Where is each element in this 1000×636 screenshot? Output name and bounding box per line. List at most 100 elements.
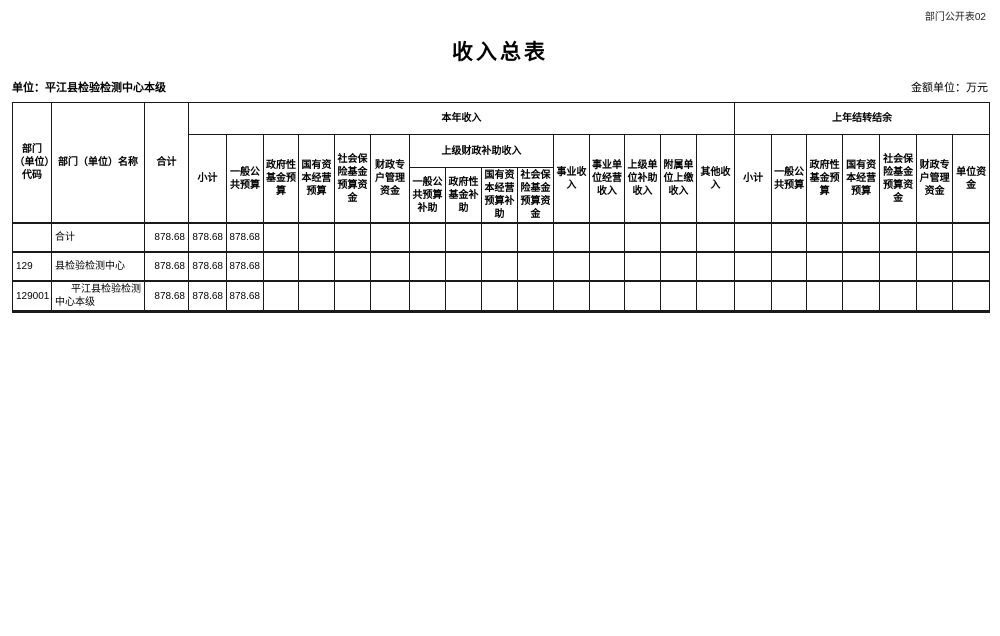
value-cell (952, 222, 991, 253)
value-cell (589, 222, 625, 253)
value-cell: 878.68 (144, 280, 189, 313)
value-cell (660, 251, 697, 282)
value-cell (481, 222, 518, 253)
value-cell (445, 222, 482, 253)
col-header-hl-state-capital-subsidy: 国有资本经营预算补助 (481, 167, 518, 224)
value-cell (916, 251, 954, 282)
value-cell (842, 280, 881, 313)
col-header-cy-subtotal: 小计 (188, 134, 227, 224)
col-header-business-operating-income: 事业单位经营收入 (589, 134, 625, 224)
col-header-py-unit-funds: 单位资金 (952, 134, 991, 224)
value-cell (263, 222, 299, 253)
table-row: 129001 平江县检验检测中心本级 878.68 878.68 878.68 (12, 280, 991, 313)
meta-row: 单位：平江县检验检测中心本级 金额单位：万元 (12, 79, 988, 95)
value-cell (481, 280, 518, 313)
col-header-hl-social-insurance-fund: 社会保险基金预算资金 (517, 167, 554, 224)
col-header-hl-gov-fund-subsidy: 政府性基金补助 (445, 167, 482, 224)
dept-code-cell: 129 (12, 251, 52, 282)
value-cell (481, 251, 518, 282)
value-cell (624, 222, 661, 253)
value-cell: 878.68 (144, 222, 189, 253)
table-row: 合计 878.68 878.68 878.68 (12, 222, 991, 253)
value-cell (842, 251, 881, 282)
value-cell: 878.68 (144, 251, 189, 282)
table-header: 部门（单位）代码 部门（单位）名称 合计 本年收入 上年结转结余 小计 一般公共… (12, 102, 991, 224)
value-cell (806, 222, 844, 253)
value-cell (409, 280, 446, 313)
dept-name-cell: 平江县检验检测中心本级 (51, 280, 145, 313)
value-cell (879, 251, 918, 282)
value-cell (916, 280, 954, 313)
group-header-carryover: 上年结转结余 (734, 102, 991, 135)
value-cell (771, 280, 808, 313)
value-cell (589, 251, 625, 282)
value-cell (879, 280, 918, 313)
header-row-2: 小计 一般公共预算 政府性基金预算 国有资本经营预算 社会保险基金预算资金 财政… (13, 134, 991, 224)
value-cell (263, 280, 299, 313)
value-cell (879, 222, 918, 253)
col-header-py-gov-fund-budget: 政府性基金预算 (806, 134, 844, 224)
header-row-1: 部门（单位）代码 部门（单位）名称 合计 本年收入 上年结转结余 (12, 102, 991, 224)
value-cell (334, 251, 371, 282)
col-header-dept-name: 部门（单位）名称 (51, 102, 145, 224)
income-summary-table: 部门（单位）代码 部门（单位）名称 合计 本年收入 上年结转结余 小计 一般公共… (12, 102, 991, 313)
group-header-current-year-income: 本年收入 (187, 102, 736, 135)
value-cell (771, 222, 808, 253)
dept-code-cell (12, 222, 52, 253)
value-cell (695, 280, 736, 313)
col-header-affiliated-unit-paid-income: 附属单位上缴收入 (660, 134, 697, 224)
dept-name-cell: 县检验检测中心 (51, 251, 145, 282)
col-header-cy-general-public-budget: 一般公共预算 (226, 134, 264, 224)
col-header-cy-social-insurance-fund: 社会保险基金预算资金 (334, 134, 371, 224)
value-cell (517, 251, 554, 282)
value-cell (298, 222, 335, 253)
value-cell (445, 280, 482, 313)
value-cell (409, 222, 446, 253)
value-cell (517, 280, 554, 313)
table-body: 合计 878.68 878.68 878.68 129 县检验检测中心 878.68 878.… (12, 222, 991, 313)
value-cell (734, 222, 773, 253)
header-row-3: 一般公共预算补助 政府性基金补助 国有资本经营预算补助 社会保险基金预算资金 (13, 167, 990, 224)
amount-unit-label: 金额单位：万元 (911, 82, 988, 94)
col-header-py-fiscal-special-account: 财政专户管理资金 (916, 134, 954, 224)
col-header-py-subtotal: 小计 (734, 134, 773, 224)
value-cell (842, 222, 881, 253)
value-cell (370, 222, 410, 253)
value-cell (334, 222, 371, 253)
value-cell: 878.68 (226, 280, 264, 313)
value-cell (298, 251, 335, 282)
value-cell (370, 251, 410, 282)
value-cell: 878.68 (188, 280, 227, 313)
value-cell (553, 280, 590, 313)
value-cell (624, 251, 661, 282)
value-cell: 878.68 (226, 222, 264, 253)
value-cell (445, 251, 482, 282)
value-cell (517, 222, 554, 253)
value-cell (660, 222, 697, 253)
value-cell (734, 280, 773, 313)
value-cell (370, 280, 410, 313)
value-cell (298, 280, 335, 313)
col-header-py-social-insurance-fund: 社会保险基金预算资金 (879, 134, 918, 224)
unit-label: 单位：平江县检验检测中心本级 (12, 82, 166, 94)
value-cell (695, 222, 736, 253)
value-cell (952, 280, 991, 313)
col-header-cy-gov-fund-budget: 政府性基金预算 (263, 134, 299, 224)
col-header-py-general-public-budget: 一般公共预算 (771, 134, 808, 224)
value-cell (806, 251, 844, 282)
table-row: 129 县检验检测中心 878.68 878.68 878.68 (12, 251, 991, 282)
group-header-higher-level-subsidy: 上级财政补助收入 (409, 134, 554, 168)
value-cell (806, 280, 844, 313)
value-cell (409, 251, 446, 282)
col-header-cy-fiscal-special-account: 财政专户管理资金 (370, 134, 410, 224)
value-cell (334, 280, 371, 313)
value-cell (553, 222, 590, 253)
col-header-other-income: 其他收入 (695, 134, 736, 224)
value-cell (916, 222, 954, 253)
value-cell (734, 251, 773, 282)
col-header-hl-general-public-subsidy: 一般公共预算补助 (409, 167, 446, 224)
value-cell (952, 251, 991, 282)
value-cell (589, 280, 625, 313)
col-header-dept-code: 部门（单位）代码 (12, 102, 52, 224)
